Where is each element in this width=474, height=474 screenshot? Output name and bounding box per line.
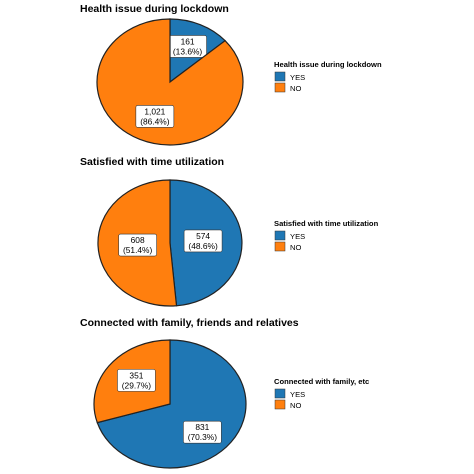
legend-title: Health issue during lockdown (274, 60, 382, 69)
chart-title: Connected with family, friends and relat… (80, 317, 299, 329)
legend-label-yes: YES (290, 232, 305, 241)
slice-count-label: 161 (181, 36, 195, 46)
legend-title: Connected with family, etc (274, 377, 369, 386)
slice-data-label: 1,021(86.4%) (135, 105, 175, 128)
slice-count-label: 351 (129, 370, 143, 380)
pie-panel-1: Health issue during lockdown 161(13.6%) 1,… (80, 3, 382, 146)
legend-label-yes: YES (290, 73, 305, 82)
slice-percent-label: (86.4%) (140, 116, 170, 126)
legend-swatch-no (274, 399, 286, 410)
legend-swatch-no (274, 241, 286, 252)
legend-label-no: NO (290, 84, 301, 93)
legend-swatch-yes (274, 230, 286, 241)
data-label-box (183, 229, 223, 253)
pie-panel-2: Satisfied with time utilization 574(48.6%… (80, 156, 379, 307)
chart-title: Health issue during lockdown (80, 3, 229, 15)
legend-swatch-no (274, 82, 286, 93)
slice-data-label: 608(51.4%) (118, 233, 157, 257)
legend-label-yes: YES (290, 390, 305, 399)
slice-count-label: 608 (131, 235, 145, 245)
pie-panel-3: Connected with family, friends and relat… (80, 317, 369, 469)
slice-count-label: 1,021 (144, 106, 165, 116)
slice-percent-label: (13.6%) (173, 46, 203, 56)
slice-count-label: 831 (195, 422, 209, 432)
legend-swatch-yes (274, 71, 286, 82)
slice-data-label: 351(29.7%) (117, 369, 156, 392)
slice-percent-label: (70.3%) (188, 432, 218, 442)
pie-slice-no (96, 18, 244, 146)
legend-label-no: NO (290, 243, 301, 252)
legend: Connected with family, etc YES NO (274, 377, 369, 410)
legend-label-no: NO (290, 401, 301, 410)
legend: Health issue during lockdown YES NO (274, 60, 382, 93)
data-label-box (117, 369, 156, 392)
slice-data-label: 831(70.3%) (183, 420, 222, 444)
data-label-box (135, 105, 175, 128)
slice-percent-label: (48.6%) (188, 241, 218, 251)
slice-count-label: 574 (196, 231, 210, 241)
data-label-box (183, 420, 222, 444)
legend-title: Satisfied with time utilization (274, 219, 379, 228)
slice-percent-label: (51.4%) (123, 245, 153, 255)
data-label-box (118, 233, 157, 257)
slice-percent-label: (29.7%) (122, 380, 152, 390)
legend-swatch-yes (274, 388, 286, 399)
slice-data-label: 161(13.6%) (168, 35, 207, 58)
slice-data-label: 574(48.6%) (183, 229, 223, 253)
legend: Satisfied with time utilization YES NO (274, 219, 379, 252)
chart-title: Satisfied with time utilization (80, 156, 224, 168)
